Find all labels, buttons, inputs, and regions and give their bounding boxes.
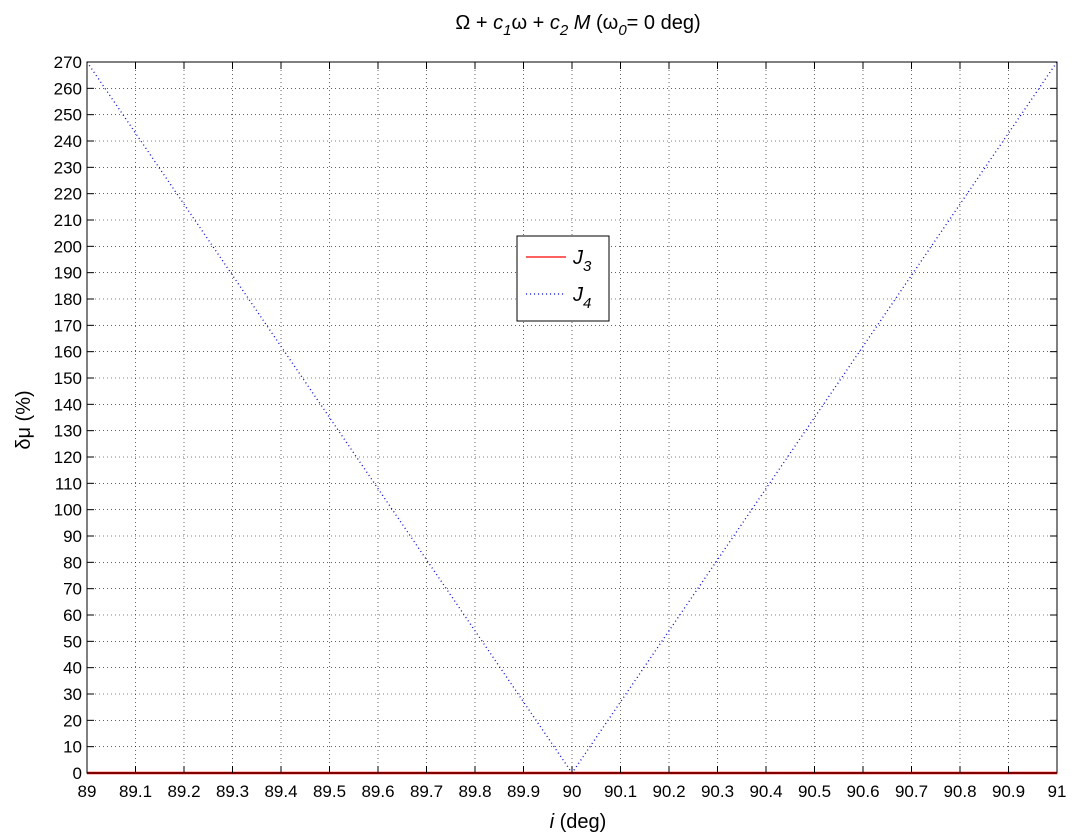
title-c2: c: [550, 12, 560, 34]
title-omega: Ω: [455, 12, 470, 34]
y-tick-label: 180: [54, 290, 82, 309]
x-axis-label-unit: (deg): [554, 811, 606, 833]
x-tick-label: 89.9: [507, 782, 540, 801]
y-tick-label: 110: [55, 474, 82, 493]
y-tick-label: 20: [63, 711, 82, 730]
x-tick-label: 89.6: [361, 782, 394, 801]
y-tick-label: 270: [54, 53, 82, 72]
x-tick-label: 90.3: [701, 782, 734, 801]
y-tick-label: 150: [54, 369, 82, 388]
y-tick-label: 40: [63, 659, 82, 678]
x-tick-label: 90.5: [798, 782, 831, 801]
title-paren: (ω: [590, 12, 618, 34]
y-tick-label: 140: [54, 395, 82, 414]
y-tick-label: 160: [54, 343, 82, 362]
grid: [87, 62, 1057, 773]
legend-label-j4: J4: [572, 284, 591, 312]
x-tick-label: 90.7: [895, 782, 928, 801]
x-tick-label: 90.2: [652, 782, 685, 801]
y-tick-label: 250: [54, 106, 82, 125]
x-tick-label: 90.8: [943, 782, 976, 801]
x-tick-label: 90.9: [992, 782, 1025, 801]
title-c1: c: [493, 12, 503, 34]
x-tick-label: 89.8: [458, 782, 491, 801]
x-tick-label: 90.4: [749, 782, 782, 801]
x-tick-label: 89: [78, 782, 97, 801]
title-sub-2: 2: [559, 22, 569, 39]
x-tick-label: 90: [563, 782, 582, 801]
y-tick-label: 80: [63, 553, 82, 572]
title-sub-0: 0: [618, 22, 627, 39]
legend-box: [516, 235, 610, 322]
y-tick-label: 30: [63, 685, 82, 704]
y-tick-label: 240: [54, 132, 82, 151]
x-tick-label: 90.6: [846, 782, 879, 801]
chart-title: Ω + c1ω + c2 M (ω0= 0 deg): [455, 12, 700, 39]
x-axis-label: i (deg): [550, 811, 607, 833]
y-tick-label: 200: [54, 237, 82, 256]
y-tick-label: 230: [54, 158, 82, 177]
title-sub-1: 1: [503, 22, 511, 39]
y-tick-label: 70: [63, 580, 82, 599]
x-axis-label-i: i: [550, 811, 555, 833]
y-tick-label: 10: [63, 738, 82, 757]
legend-label-j3: J3: [572, 247, 592, 275]
y-axis-label: δμ (%): [13, 390, 35, 449]
y-tick-label: 60: [63, 606, 82, 625]
y-tick-label: 130: [54, 422, 82, 441]
x-tick-label: 89.2: [167, 782, 200, 801]
x-tick-label: 89.1: [119, 782, 152, 801]
y-tick-label: 50: [63, 632, 82, 651]
y-tick-label: 120: [54, 448, 82, 467]
title-plus-1: +: [470, 12, 493, 34]
y-tick-label: 100: [54, 501, 82, 520]
ticks: 89 89.1 89.2 89.3 89.4 89.5 89.6 89.7 89.8 89.9 90…: [54, 53, 1067, 801]
y-tick-label: 90: [63, 527, 82, 546]
x-tick-label: 89.4: [264, 782, 297, 801]
y-tick-label: 210: [54, 211, 82, 230]
x-tick-label: 89.5: [313, 782, 346, 801]
y-tick-label: 220: [54, 185, 82, 204]
title-rest: = 0 deg): [627, 12, 701, 34]
x-tick-label: 91: [1048, 782, 1067, 801]
y-tick-label: 190: [54, 264, 82, 283]
y-tick-label: 170: [54, 316, 82, 335]
y-tick-label: 0: [73, 764, 82, 783]
x-tick-label: 89.3: [216, 782, 249, 801]
y-tick-label: 260: [54, 79, 82, 98]
legend: J3 J4: [516, 235, 610, 322]
title-M: M: [568, 12, 591, 34]
title-omega-small: ω: [511, 12, 527, 34]
x-tick-label: 90.1: [604, 782, 637, 801]
title-plus-2: +: [527, 12, 550, 34]
x-tick-label: 89.7: [410, 782, 443, 801]
